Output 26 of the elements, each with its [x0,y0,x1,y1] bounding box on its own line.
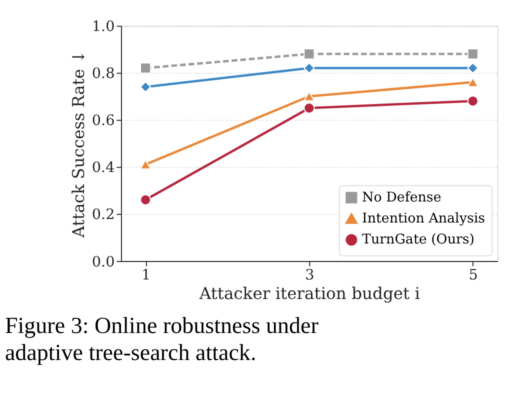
x-axis-title: Attacker iteration budget i [198,284,420,303]
x-tick-label: 1 [141,268,151,284]
legend-label: No Defense [362,190,442,206]
point [467,48,478,60]
point [304,102,315,114]
y-axis-title: Attack Success Rate ↓ [69,50,88,239]
x-tick-label: 3 [305,268,314,284]
legend-label: TurnGate (Ours) [362,232,475,248]
point [304,48,315,60]
y-tick-label: 1.0 [92,19,115,36]
y-tick-label: 0.0 [92,254,115,270]
y-tick-label: 0.6 [92,113,115,130]
point [467,96,478,107]
point [467,62,478,74]
legend-label: Intention Analysis [362,212,486,227]
caption: Figure 3: Online robustness under adaptive tree-search attack. [4,312,319,365]
y-tick-label: 0.2 [92,207,115,224]
y-tick-label: 0.8 [92,66,115,82]
point [140,62,152,74]
point [140,194,152,206]
point [467,77,478,88]
point [140,81,152,92]
point [140,160,152,170]
x-tick-label: 5 [468,268,478,284]
y-tick-label: 0.4 [92,160,115,176]
point [304,62,315,74]
